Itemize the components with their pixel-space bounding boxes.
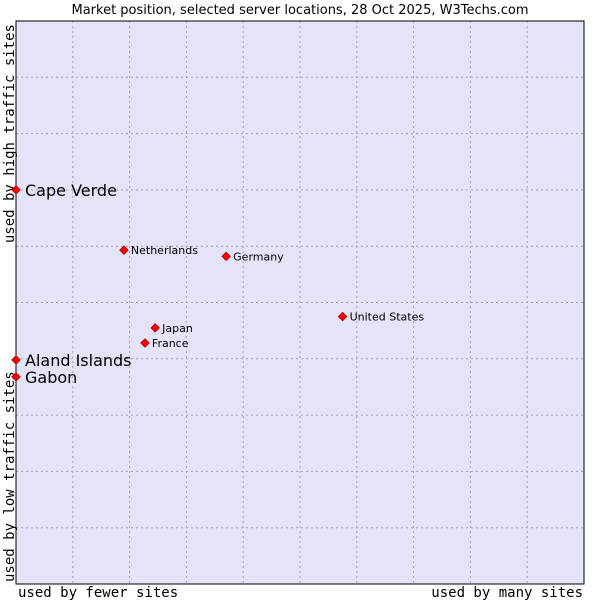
point-label: Germany <box>233 250 284 263</box>
point-united-states: United States <box>337 311 425 324</box>
point-label: United States <box>350 311 425 324</box>
point-germany: Germany <box>221 250 284 263</box>
point-marker <box>11 185 21 195</box>
point-label: Aland Islands <box>25 351 132 370</box>
point-label: Netherlands <box>131 244 198 257</box>
point-aland-islands: Aland Islands <box>11 351 132 370</box>
point-label: Gabon <box>25 368 77 387</box>
point-japan: Japan <box>150 322 193 335</box>
x-axis-label-right: used by many sites <box>431 585 583 600</box>
point-netherlands: Netherlands <box>119 244 198 257</box>
point-gabon: Gabon <box>11 368 77 387</box>
data-points: Cape Verde Netherlands Germany United State… <box>11 181 425 387</box>
y-axis-label-top: used by high traffic sites <box>2 24 18 243</box>
chart-title: Market position, selected server locatio… <box>71 3 528 18</box>
plot-border <box>15 20 585 585</box>
x-axis-label-left: used by fewer sites <box>18 585 178 600</box>
point-cape-verde: Cape Verde <box>11 181 117 200</box>
point-label: Japan <box>161 322 193 335</box>
grid <box>16 21 584 584</box>
point-marker <box>11 372 21 382</box>
point-marker <box>337 311 348 322</box>
point-marker <box>140 338 150 348</box>
point-france: France <box>140 337 189 350</box>
point-label: Cape Verde <box>25 181 117 200</box>
point-marker <box>150 323 160 333</box>
point-marker <box>119 245 129 255</box>
point-marker <box>221 251 231 262</box>
point-label: France <box>152 337 189 350</box>
point-marker <box>11 355 21 365</box>
y-axis-label-bottom: used by low traffic sites <box>2 371 18 582</box>
